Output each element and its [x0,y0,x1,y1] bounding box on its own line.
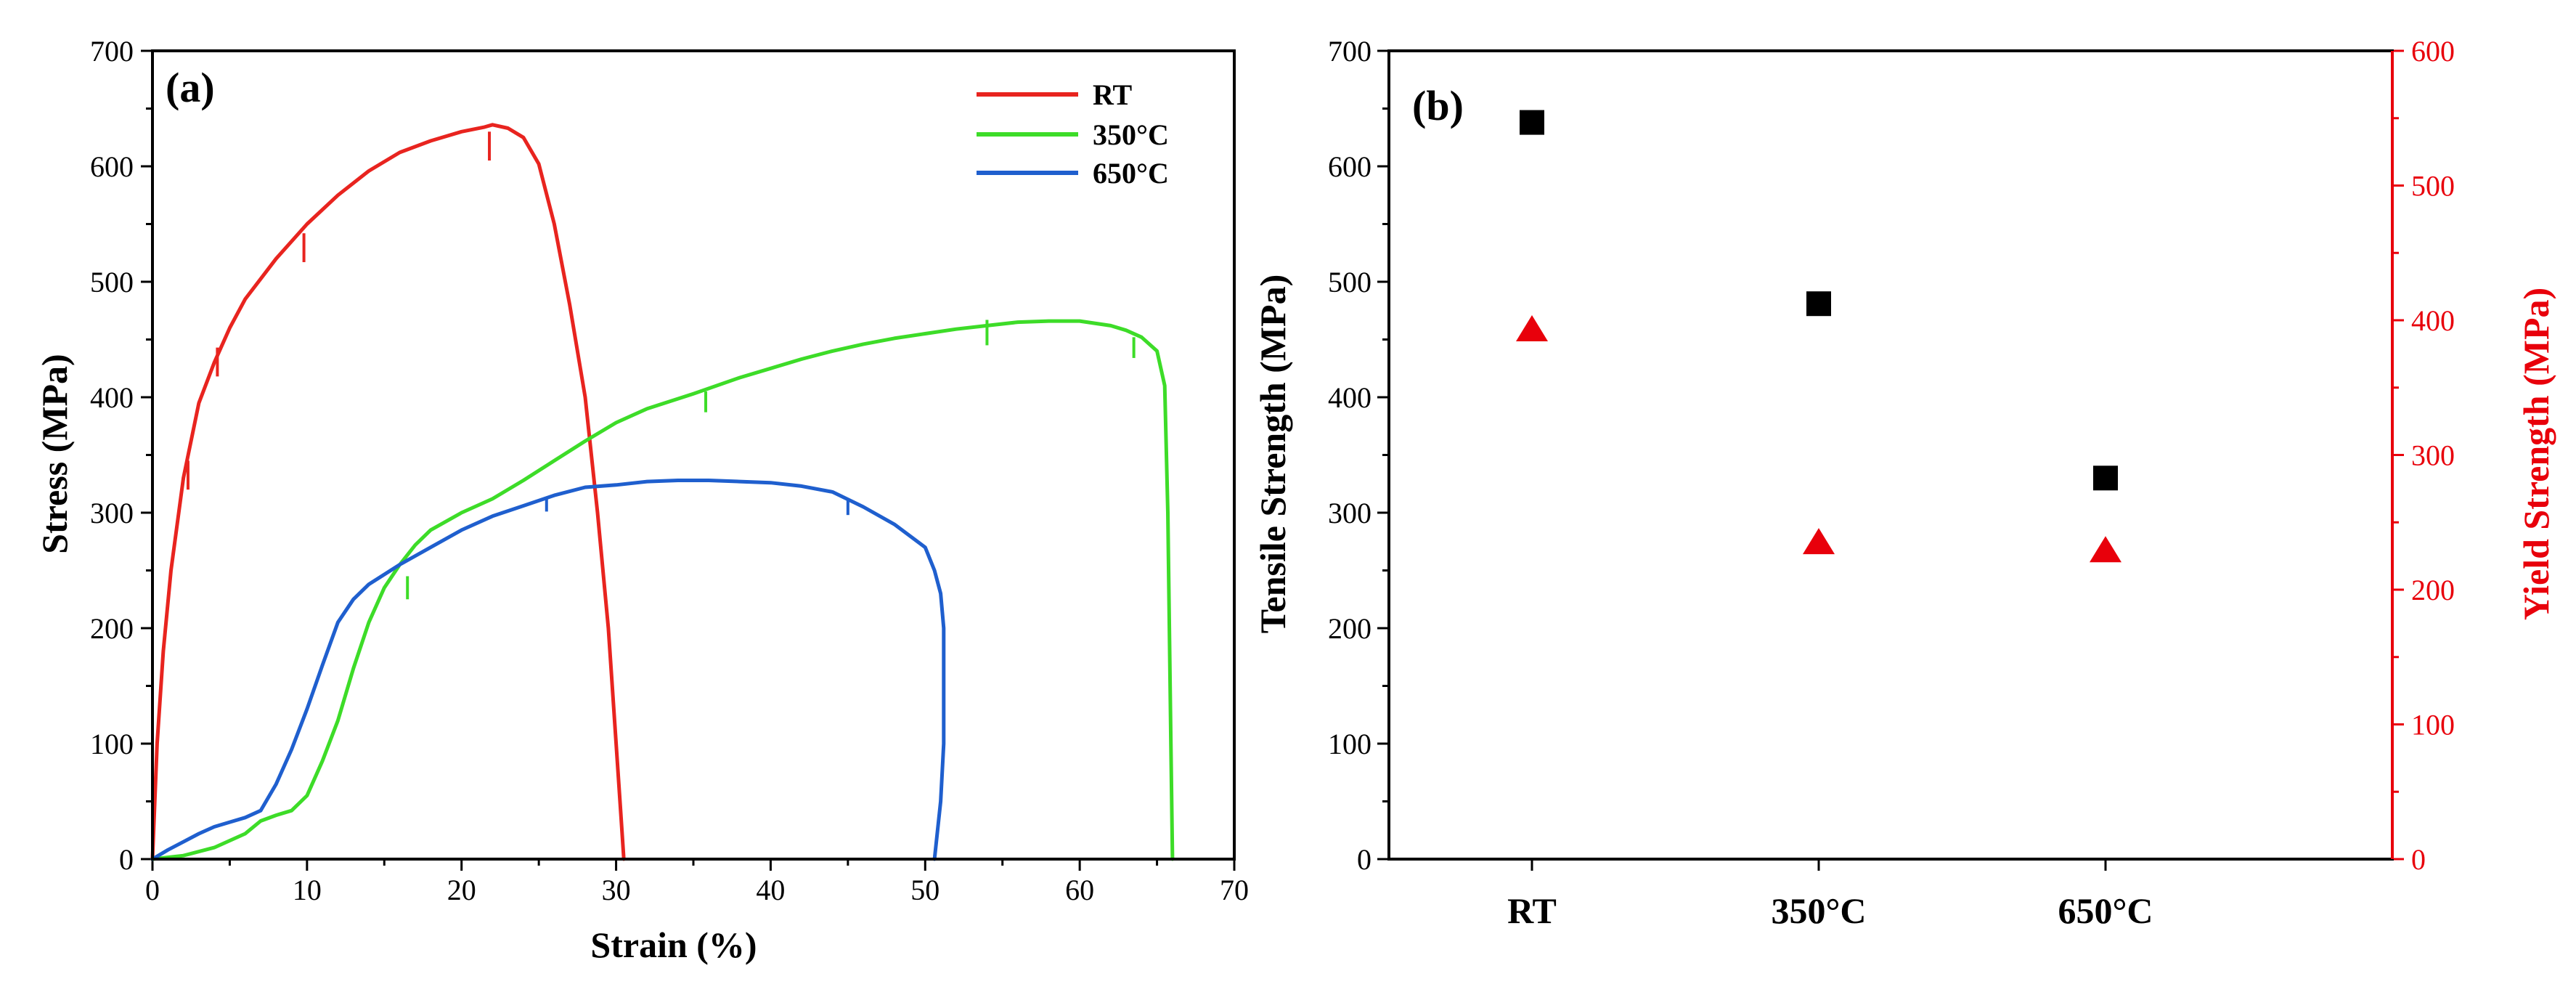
category-label-650c: 650°C [2058,890,2153,931]
x-tick-label: 70 [1220,874,1249,906]
yield-strength-point [1803,528,1835,555]
right-y-tick-label: 200 [2411,574,2455,606]
y-tick-label: 300 [90,497,134,529]
series-line-rt [150,123,626,861]
legend-label-350c: 350°C [1093,118,1169,151]
category-label-rt: RT [1507,890,1557,931]
panel-a-y-ticks: 0 100 200 300 400 500 600 700 [90,35,152,876]
panel-b-left-y-ticks: 0 100 200 300 400 500 600 700 [1328,35,1389,876]
panel-b-plot-frame [1387,49,2394,861]
panel-b-right-y-axis-label: Yield Strength (MPa) [2516,288,2556,620]
x-tick-label: 30 [602,874,631,906]
x-tick-label: 20 [447,874,476,906]
tensile-strength-point [1806,291,1831,317]
series-line-350c [150,319,1175,861]
panel-b-right-y-ticks: 0 100 200 300 400 500 600 [2392,35,2455,876]
panel-b-label: (b) [1412,82,1464,129]
panel-b-category-ticks: RT 350°C 650°C [1507,859,2153,931]
right-y-tick-label: 0 [2411,843,2426,876]
x-tick-label: 50 [910,874,939,906]
yield-strength-point [2090,536,2121,563]
panel-a-plot-frame [151,49,1236,861]
y-tick-label: 200 [90,612,134,645]
panel-a-curves [150,123,1175,861]
left-y-tick-label: 500 [1328,266,1371,298]
right-y-tick-label: 300 [2411,439,2455,472]
left-y-tick-label: 0 [1357,843,1371,876]
y-tick-label: 400 [90,381,134,414]
panel-a-y-axis-label: Stress (MPa) [34,354,75,553]
left-y-tick-label: 100 [1328,728,1371,760]
panel-a-x-ticks: 0 10 20 30 40 50 60 70 [145,859,1249,906]
tensile-strength-point [1520,110,1544,135]
left-y-tick-label: 300 [1328,497,1371,529]
category-label-350c: 350°C [1771,890,1866,931]
panel-a-label: (a) [166,64,215,111]
x-tick-label: 10 [293,874,322,906]
series-line-650c [150,479,946,861]
legend-label-650c: 650°C [1093,157,1169,190]
legend: RT 350°C 650°C [977,78,1169,190]
right-y-tick-label: 400 [2411,304,2455,337]
x-tick-label: 0 [145,874,160,906]
y-tick-label: 0 [119,843,134,876]
y-tick-label: 100 [90,728,134,760]
right-y-tick-label: 100 [2411,709,2455,741]
left-y-tick-label: 700 [1328,35,1371,68]
left-y-tick-label: 400 [1328,381,1371,414]
yield-strength-point [1516,314,1548,341]
panel-b-strength-chart: 0 100 200 300 400 500 600 700 0 100 200 300 400 500 6… [1252,35,2556,931]
panel-a-x-axis-label: Strain (%) [590,924,757,965]
x-tick-label: 60 [1065,874,1094,906]
tensile-strength-point [2093,465,2118,491]
left-y-tick-label: 600 [1328,150,1371,183]
y-tick-label: 600 [90,150,134,183]
left-y-tick-label: 200 [1328,612,1371,645]
right-y-tick-label: 500 [2411,170,2455,203]
panel-b-markers [1516,110,2121,563]
panel-b-left-y-axis-label: Tensile Strength (MPa) [1252,275,1293,633]
panel-a-stress-strain-chart: 0 10 20 30 40 50 60 70 0 100 200 300 400 500 600 700 (… [34,35,1249,965]
right-y-tick-label: 600 [2411,35,2455,68]
x-tick-label: 40 [756,874,785,906]
legend-label-rt: RT [1093,78,1132,111]
y-tick-label: 700 [90,35,134,68]
y-tick-label: 500 [90,266,134,298]
